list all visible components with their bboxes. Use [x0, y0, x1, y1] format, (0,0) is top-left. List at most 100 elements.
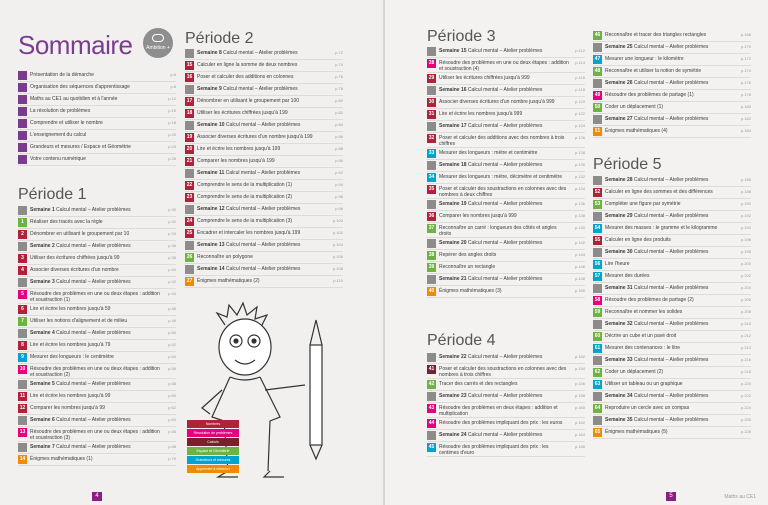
lesson-number-badge: 35 — [427, 185, 436, 194]
lesson-title: Reconnaître et tracer des triangles rect… — [605, 30, 735, 38]
lesson-text: Calcul mental – Atelier problèmes — [56, 444, 131, 450]
week-label: Semaine 16 — [439, 87, 467, 93]
lesson-text: Mesurer des longueurs : mètre et centimè… — [439, 150, 538, 156]
toc-row: Semaine 22 Calcul mental – Atelier probl… — [427, 352, 585, 364]
toc-row: 50 Coder un déplacement (1) p.180 — [593, 102, 751, 114]
lesson-title: Mesurer des masses : le gramme et le kil… — [605, 223, 735, 231]
page-reference: p.90 — [335, 158, 343, 163]
lesson-number-badge — [18, 278, 27, 287]
toc-row: Semaine 23 Calcul mental – Atelier probl… — [427, 391, 585, 403]
lesson-title: Poser et calculer des soustractions en c… — [439, 184, 569, 198]
lesson-title: Semaine 28 Calcul mental – Atelier probl… — [605, 175, 735, 183]
page-reference: p.100 — [332, 218, 343, 223]
toc-row: Semaine 14 Calcul mental – Atelier probl… — [185, 264, 343, 276]
lesson-title: Reconnaître un polygone — [197, 252, 327, 260]
page-reference: p.132 — [574, 174, 585, 179]
lesson-title: Reconnaître un rectangle — [439, 262, 569, 270]
ambition-logo: Ambition + — [143, 28, 173, 58]
page-reference: p.48 — [168, 318, 176, 323]
page-reference: p.6 — [170, 72, 176, 77]
lesson-text: Calcul mental – Atelier problèmes — [467, 393, 543, 399]
page-reference: p.134 — [574, 186, 585, 191]
lesson-text: Calcul mental – Atelier problèmes — [467, 162, 543, 168]
lesson-number-badge — [593, 43, 602, 52]
lesson-number-badge: 36 — [427, 212, 436, 221]
lesson-text: Comprendre et utiliser le nombre — [30, 120, 103, 126]
page-reference: p.78 — [335, 86, 343, 91]
toc-row: 36 Comparer les nombres jusqu'à 999 p.138 — [427, 211, 585, 223]
toc-row: Semaine 15 Calcul mental – Atelier probl… — [427, 46, 585, 58]
page-reference: p.30 — [168, 207, 176, 212]
lesson-text: Énigmes mathématiques (4) — [605, 128, 668, 134]
lesson-title: Semaine 4 Calcul mental – Atelier problè… — [30, 328, 160, 336]
lesson-text: Calcul mental – Atelier problèmes — [56, 417, 131, 423]
lesson-text: Mesurer des longueurs : le centimètre — [30, 354, 114, 360]
page-reference: p.68 — [168, 444, 176, 449]
lesson-number-badge: 54 — [593, 224, 602, 233]
lesson-title: Lire et écrire les nombres jusqu'à 999 — [439, 109, 569, 117]
lesson-number-badge: 44 — [427, 419, 436, 428]
week-label: Semaine 29 — [605, 213, 633, 219]
lesson-text: Réaliser des tracés avec la règle — [30, 219, 103, 225]
lesson-number-badge: 7 — [18, 317, 27, 326]
toc-row: Semaine 1 Calcul mental – Atelier problè… — [18, 205, 176, 217]
page-reference: p.124 — [574, 123, 585, 128]
toc-row: 26 Reconnaître un polygone p.106 — [185, 252, 343, 264]
lesson-text: Comprendre le sens de la multiplication … — [197, 194, 293, 200]
lesson-title: Semaine 23 Calcul mental – Atelier probl… — [439, 391, 569, 399]
lesson-title: Semaine 31 Calcul mental – Atelier probl… — [605, 283, 735, 291]
page-reference: p.222 — [740, 393, 751, 398]
toc-row: Semaine 34 Calcul mental – Atelier probl… — [593, 391, 751, 403]
lesson-title: Utiliser des écritures chiffrées jusqu'à… — [30, 253, 160, 261]
toc-row: Semaine 31 Calcul mental – Atelier probl… — [593, 283, 751, 295]
page-reference: p.24 — [168, 144, 176, 149]
toc-row: 54 Mesurer des masses : le gramme et le k… — [593, 223, 751, 235]
lesson-text: Calcul mental – Atelier problèmes — [467, 201, 543, 207]
lesson-text: Lire et écrire les nombres jusqu'à 59 — [30, 306, 111, 312]
lesson-number-badge: 31 — [427, 110, 436, 119]
toc-row: Semaine 5 Calcul mental – Atelier problè… — [18, 379, 176, 391]
page-reference: p.74 — [335, 62, 343, 67]
lesson-title: Maths au CE1 au quotidien et à l'année — [30, 94, 160, 102]
lesson-text: Énigmes mathématiques (3) — [439, 288, 502, 294]
page-reference: p.218 — [740, 369, 751, 374]
lesson-title: Organisation des séquences d'apprentissa… — [30, 82, 160, 90]
page-reference: p.190 — [740, 201, 751, 206]
lesson-number-badge: 38 — [427, 251, 436, 260]
lesson-number-badge: 41 — [427, 365, 436, 374]
lesson-text: Compléter une figure par symétrie — [605, 201, 681, 207]
toc-row: 49 Résoudre des problèmes de partage (1) p… — [593, 90, 751, 102]
lesson-text: Lire et écrire les nombres jusqu'à 199 — [197, 146, 281, 152]
lesson-text: Comparer les nombres jusqu'à 99 — [30, 405, 105, 411]
toc-row: 23 Comprendre le sens de la multiplicatio… — [185, 192, 343, 204]
lesson-number-badge — [593, 248, 602, 257]
toc-row: Grandeurs et mesures / Espace et Géométr… — [18, 142, 176, 154]
lesson-title: Lire l'heure — [605, 259, 735, 267]
toc-row: 7 Utiliser les notions d'alignement et de… — [18, 316, 176, 328]
page-reference: p.148 — [574, 276, 585, 281]
lesson-text: Grandeurs et mesures / Espace et Géométr… — [30, 144, 131, 150]
lesson-title: Comparer les nombres jusqu'à 999 — [439, 211, 569, 219]
toc-row: Semaine 30 Calcul mental – Atelier probl… — [593, 247, 751, 259]
lesson-text: Poser et calculer des soustractions en c… — [439, 186, 567, 198]
lesson-text: Résoudre des problèmes impliquant des pr… — [439, 444, 549, 456]
page-reference: p.164 — [574, 432, 585, 437]
lesson-number-badge: 34 — [427, 173, 436, 182]
lesson-number-badge: 21 — [185, 157, 194, 166]
lesson-text: Calcul mental – Atelier problèmes — [633, 177, 709, 183]
lesson-number-badge: 60 — [593, 332, 602, 341]
week-label: Semaine 1 — [30, 207, 55, 213]
lesson-title: Reconnaître et utiliser la notion de sym… — [605, 66, 735, 74]
page-number: 5 — [666, 492, 676, 501]
page-reference: p.104 — [332, 242, 343, 247]
lesson-number-badge — [18, 131, 27, 140]
toc-row: Semaine 32 Calcul mental – Atelier probl… — [593, 319, 751, 331]
page-reference: p.62 — [168, 405, 176, 410]
week-label: Semaine 12 — [197, 206, 225, 212]
week-label: Semaine 8 — [197, 50, 222, 56]
week-label: Semaine 6 — [30, 417, 55, 423]
lesson-text: Reproduire un cercle avec un compas — [605, 405, 690, 411]
toc-row: Semaine 13 Calcul mental – Atelier probl… — [185, 240, 343, 252]
lesson-title: L'enseignement du calcul — [30, 130, 160, 138]
page-reference: p.58 — [168, 381, 176, 386]
